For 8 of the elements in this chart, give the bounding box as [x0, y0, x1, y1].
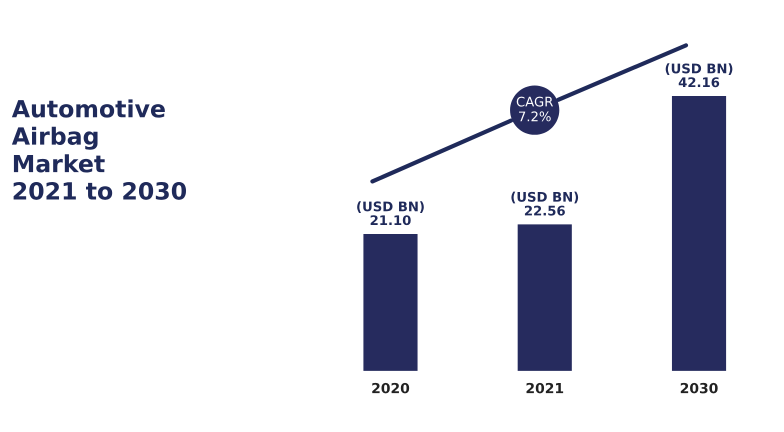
annotation: CAGR 7.2%	[516, 96, 554, 122]
data-label: (USD BN) 22.56	[511, 192, 578, 216]
x-tick-label: 2020	[372, 382, 410, 394]
data-label: (USD BN) 42.16	[666, 63, 732, 88]
x-tick-label: 2030	[680, 382, 718, 394]
x-tick-label: 2021	[526, 382, 564, 394]
text: Automotive Airbag Market 2021 to 2030	[12, 99, 186, 200]
data-label: (USD BN) 21.10	[357, 201, 424, 226]
